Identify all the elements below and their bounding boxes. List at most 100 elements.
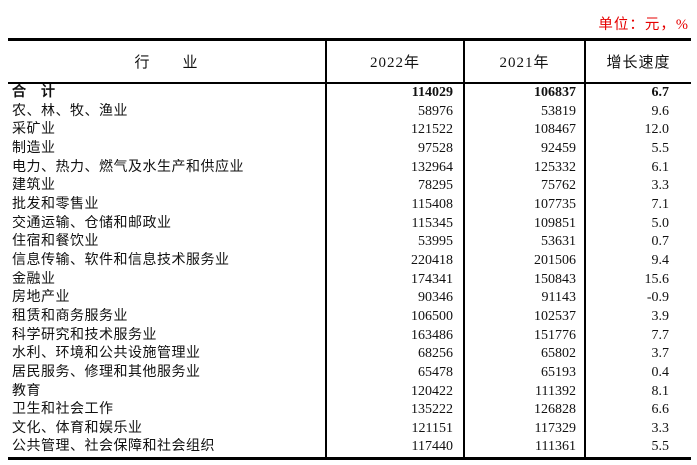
table-row: 教育 120422 111392 8.1 — [8, 382, 691, 402]
cell-y2021: 53819 — [463, 102, 585, 122]
cell-y2022: 53995 — [325, 233, 464, 252]
cell-industry: 教育 — [12, 383, 41, 399]
cell-industry: 住宿和餐饮业 — [12, 234, 99, 250]
table-row: 卫生和社会工作 135222 126828 6.6 — [8, 401, 691, 420]
cell-industry: 文化、体育和娱乐业 — [12, 420, 143, 436]
cell-growth: 9.4 — [584, 251, 691, 271]
cell-industry: 建筑业 — [12, 178, 56, 194]
cell-y2022: 115345 — [325, 214, 464, 234]
cell-industry: 科学研究和技术服务业 — [12, 327, 157, 343]
cell-y2022: 90346 — [325, 289, 464, 308]
cell-growth: 7.7 — [584, 326, 691, 346]
cell-industry: 租赁和商务服务业 — [12, 308, 128, 324]
cell-y2021: 107735 — [463, 195, 585, 215]
cell-industry: 批发和零售业 — [12, 196, 99, 212]
cell-y2022: 97528 — [325, 139, 464, 159]
cell-industry: 房地产业 — [12, 290, 70, 306]
cell-y2021: 91143 — [463, 289, 585, 308]
cell-growth: 5.0 — [584, 214, 691, 234]
cell-growth: 3.3 — [584, 177, 691, 196]
cell-industry: 信息传输、软件和信息技术服务业 — [12, 252, 230, 268]
cell-y2022: 174341 — [325, 270, 464, 290]
cell-industry: 金融业 — [12, 271, 56, 287]
cell-y2022: 220418 — [325, 251, 464, 271]
table-row: 批发和零售业 115408 107735 7.1 — [8, 195, 691, 215]
table-row: 合 计 114029 106837 6.7 — [8, 83, 691, 103]
cell-y2022: 117440 — [325, 438, 464, 459]
table-row: 金融业 174341 150843 15.6 — [8, 270, 691, 290]
table-row: 交通运输、仓储和邮政业 115345 109851 5.0 — [8, 214, 691, 234]
cell-y2022: 132964 — [325, 158, 464, 178]
cell-growth: 3.7 — [584, 345, 691, 364]
cell-y2022: 68256 — [325, 345, 464, 364]
cell-growth: -0.9 — [584, 289, 691, 308]
cell-growth: 3.3 — [584, 419, 691, 439]
cell-y2021: 65193 — [463, 363, 585, 383]
cell-y2022: 58976 — [325, 102, 464, 122]
table-row: 科学研究和技术服务业 163486 151776 7.7 — [8, 326, 691, 346]
cell-industry: 电力、热力、燃气及水生产和供应业 — [12, 159, 244, 175]
cell-y2022: 121522 — [325, 121, 464, 140]
cell-y2022: 121151 — [325, 419, 464, 439]
table-row: 建筑业 78295 75762 3.3 — [8, 177, 691, 196]
table-row: 制造业 97528 92459 5.5 — [8, 139, 691, 159]
cell-y2021: 117329 — [463, 419, 585, 439]
cell-y2021: 151776 — [463, 326, 585, 346]
cell-industry: 合 计 — [12, 85, 56, 100]
table-row: 水利、环境和公共设施管理业 68256 65802 3.7 — [8, 345, 691, 364]
cell-y2022: 115408 — [325, 195, 464, 215]
cell-y2022: 114029 — [325, 83, 464, 103]
cell-y2021: 111361 — [463, 438, 585, 459]
cell-y2021: 150843 — [463, 270, 585, 290]
cell-growth: 6.1 — [584, 158, 691, 178]
table-row: 公共管理、社会保障和社会组织 117440 111361 5.5 — [8, 438, 691, 459]
cell-growth: 15.6 — [584, 270, 691, 290]
table-row: 采矿业 121522 108467 12.0 — [8, 121, 691, 140]
cell-industry: 采矿业 — [12, 122, 56, 138]
cell-y2022: 120422 — [325, 382, 464, 402]
cell-y2021: 102537 — [463, 307, 585, 327]
col-header-2021: 2021年 — [463, 39, 585, 84]
cell-y2021: 109851 — [463, 214, 585, 234]
table-row: 信息传输、软件和信息技术服务业 220418 201506 9.4 — [8, 251, 691, 271]
industry-wage-table: 行 业 2022年 2021年 增长速度 合 计 114029 106837 6.7 农… — [8, 38, 691, 461]
table-row: 电力、热力、燃气及水生产和供应业 132964 125332 6.1 — [8, 158, 691, 178]
cell-industry: 农、林、牧、渔业 — [12, 103, 128, 119]
cell-growth: 7.1 — [584, 195, 691, 215]
table-body: 合 计 114029 106837 6.7 农、林、牧、渔业 58976 53819 9.6 采… — [8, 83, 691, 459]
cell-y2021: 111392 — [463, 382, 585, 402]
cell-growth: 5.5 — [584, 139, 691, 159]
col-header-2022: 2022年 — [325, 39, 464, 84]
cell-industry: 卫生和社会工作 — [12, 402, 114, 418]
col-header-industry: 行 业 — [8, 39, 326, 84]
cell-growth: 12.0 — [584, 121, 691, 140]
cell-y2021: 75762 — [463, 177, 585, 196]
table-row: 住宿和餐饮业 53995 53631 0.7 — [8, 233, 691, 252]
cell-y2021: 53631 — [463, 233, 585, 252]
table-row: 租赁和商务服务业 106500 102537 3.9 — [8, 307, 691, 327]
cell-industry: 制造业 — [12, 140, 56, 156]
table-row: 居民服务、修理和其他服务业 65478 65193 0.4 — [8, 363, 691, 383]
cell-growth: 6.6 — [584, 401, 691, 420]
cell-y2021: 201506 — [463, 251, 585, 271]
cell-industry: 交通运输、仓储和邮政业 — [12, 215, 172, 231]
header-row: 行 业 2022年 2021年 增长速度 — [8, 39, 691, 84]
cell-y2022: 106500 — [325, 307, 464, 327]
cell-y2021: 125332 — [463, 158, 585, 178]
table-row: 农、林、牧、渔业 58976 53819 9.6 — [8, 102, 691, 122]
cell-y2022: 163486 — [325, 326, 464, 346]
table-row: 文化、体育和娱乐业 121151 117329 3.3 — [8, 419, 691, 439]
cell-industry: 居民服务、修理和其他服务业 — [12, 364, 201, 380]
cell-y2021: 92459 — [463, 139, 585, 159]
cell-growth: 8.1 — [584, 382, 691, 402]
cell-y2021: 65802 — [463, 345, 585, 364]
table-row: 房地产业 90346 91143 -0.9 — [8, 289, 691, 308]
cell-y2021: 108467 — [463, 121, 585, 140]
col-header-growth-rate: 增长速度 — [584, 39, 691, 84]
cell-y2022: 78295 — [325, 177, 464, 196]
cell-y2021: 106837 — [463, 83, 585, 103]
cell-growth: 6.7 — [584, 83, 691, 103]
cell-growth: 5.5 — [584, 438, 691, 459]
cell-growth: 0.7 — [584, 233, 691, 252]
